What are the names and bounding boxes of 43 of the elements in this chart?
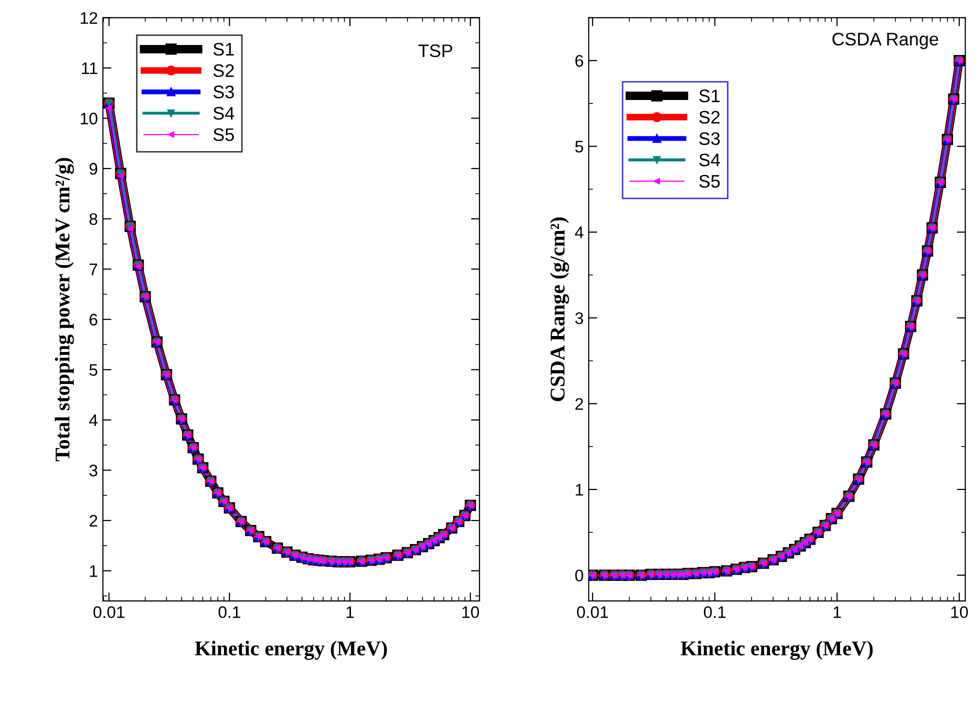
- y-tick-label: 3: [575, 312, 584, 324]
- annotation: TSP: [418, 44, 452, 58]
- legend-label: S2: [699, 110, 720, 124]
- legend-label: S4: [213, 106, 234, 120]
- y-tick-label: 9: [90, 162, 98, 175]
- x-tick-label: 1: [834, 606, 841, 618]
- legend-label: S4: [699, 154, 720, 166]
- legend-label: S3: [699, 132, 720, 146]
- x-tick-label: 0.01: [93, 606, 124, 618]
- y-tick-label: 1: [90, 565, 98, 577]
- legend-label: S5: [213, 128, 234, 142]
- y-tick-label: 5: [89, 364, 98, 376]
- y-tick-label: 10: [80, 112, 98, 124]
- y-tick-label: 4: [89, 414, 98, 426]
- legend-label: S3: [213, 86, 234, 98]
- x-tick-label: 1: [346, 606, 354, 618]
- legend-label: S2: [213, 64, 234, 78]
- x-tick-label: 0.1: [704, 606, 726, 618]
- y-tick-label: 12: [80, 12, 98, 24]
- y-tick-label: 6: [575, 54, 584, 67]
- y-tick-label: 2: [575, 398, 584, 410]
- x-axis-title: Kinetic energy (MeV): [194, 640, 387, 660]
- y-axis-title: Total stopping power (MeV cm²/g): [54, 158, 74, 462]
- y-tick-label: 3: [89, 464, 98, 476]
- y-tick-label: 11: [82, 62, 98, 74]
- legend-label: S1: [699, 90, 720, 102]
- legend-label: S1: [213, 42, 234, 56]
- y-tick-label: 5: [575, 140, 584, 153]
- x-tick-label: 0.1: [218, 606, 240, 618]
- legend-label: S5: [699, 174, 720, 188]
- x-axis-title: Kinetic energy (MeV): [680, 640, 873, 660]
- annotation: CSDA Range: [832, 32, 938, 50]
- y-tick-label: 4: [574, 226, 584, 238]
- y-tick-label: 6: [90, 314, 98, 326]
- y-tick-label: 8: [89, 213, 98, 226]
- x-tick-label: 10: [462, 606, 480, 618]
- y-tick-label: 0: [575, 570, 584, 582]
- x-tick-label: 10: [951, 606, 968, 618]
- x-tick-label: 0.01: [576, 606, 608, 618]
- y-tick-label: 2: [90, 514, 98, 527]
- y-axis-title: CSDA Range (g/cm²): [550, 217, 570, 402]
- y-tick-label: 7: [90, 264, 98, 276]
- y-tick-label: 1: [576, 484, 584, 496]
